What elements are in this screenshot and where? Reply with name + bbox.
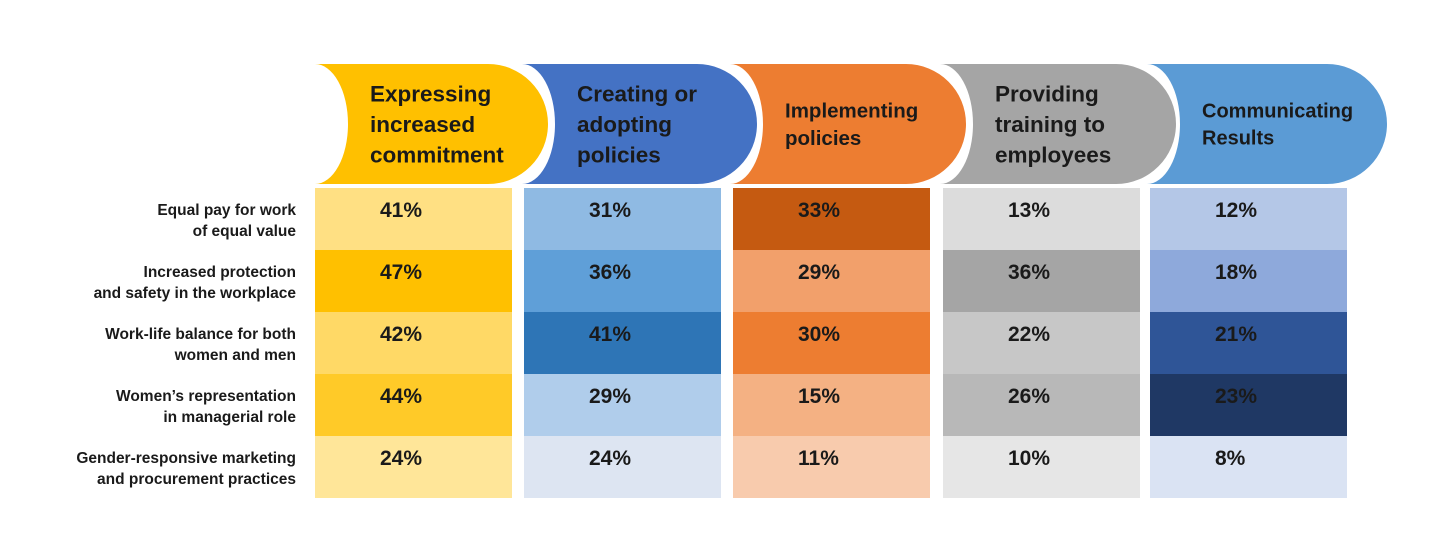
heatmap-cell-r0-c0	[315, 188, 512, 250]
cell-value-r1-c1: 36%	[589, 261, 631, 284]
cell-value-r4-c4: 8%	[1215, 447, 1246, 470]
heatmap-cell-r1-c2	[733, 250, 930, 312]
heatmap-cell-r0-c2	[733, 188, 930, 250]
cell-value-r0-c3: 13%	[1008, 199, 1050, 222]
heatmap-cell-r0-c1	[524, 188, 721, 250]
cell-value-r3-c4: 23%	[1215, 385, 1257, 408]
heatmap-cell-r3-c0	[315, 374, 512, 436]
heatmap-cells: 41% 31% 33% 13% 12% 47% 36% 29% 36% 18% 42% 41% 30% 2…	[315, 188, 1347, 498]
cell-value-r2-c2: 30%	[798, 323, 840, 346]
heatmap-cell-r0-c4	[1150, 188, 1347, 250]
cell-value-r0-c1: 31%	[589, 199, 631, 222]
cell-value-r0-c4: 12%	[1215, 199, 1257, 222]
heatmap-cell-r4-c0	[315, 436, 512, 498]
heatmap-cell-r3-c1	[524, 374, 721, 436]
cell-value-r2-c3: 22%	[1008, 323, 1050, 346]
column-header-label-0: Expressing increased commitment	[370, 82, 504, 168]
heatmap-cell-r3-c3	[943, 374, 1140, 436]
column-header-label-2: Implementing policies	[785, 100, 918, 151]
column-header-shape-3	[940, 64, 1176, 184]
column-header-label-4: Communicating Results	[1202, 101, 1353, 150]
cell-value-r4-c1: 24%	[589, 447, 631, 470]
cell-value-r4-c2: 11%	[798, 447, 839, 470]
column-header-shape-4	[1147, 64, 1387, 184]
heatmap-cell-r2-c1	[524, 312, 721, 374]
row-labels: Equal pay for work of equal value Increase…	[76, 202, 296, 488]
cell-value-r3-c0: 44%	[380, 385, 422, 408]
heatmap-cell-r1-c0	[315, 250, 512, 312]
cell-value-r4-c3: 10%	[1008, 447, 1050, 470]
column-header-shape-2	[730, 64, 966, 184]
column-headers: Expressing increased commitment Creating or…	[315, 64, 1387, 184]
cell-value-r1-c4: 18%	[1215, 261, 1257, 284]
cell-value-r2-c0: 42%	[380, 323, 422, 346]
cell-value-r1-c0: 47%	[380, 261, 422, 284]
heatmap-cell-r2-c4	[1150, 312, 1347, 374]
heatmap-cell-r2-c2	[733, 312, 930, 374]
heatmap-cell-r1-c4	[1150, 250, 1347, 312]
cell-value-r3-c3: 26%	[1008, 385, 1050, 408]
heatmap-cell-r2-c0	[315, 312, 512, 374]
heatmap-cell-r4-c2	[733, 436, 930, 498]
heatmap-cell-r4-c3	[943, 436, 1140, 498]
heatmap-cell-r3-c4	[1150, 374, 1347, 436]
row-label-3: Women’s representation in managerial role	[116, 388, 296, 426]
row-label-1: Increased protection and safety in the wo…	[94, 264, 297, 302]
heatmap-cell-r2-c3	[943, 312, 1140, 374]
heatmap-cell-r4-c4	[1150, 436, 1347, 498]
row-label-4: Gender-responsive marketing and procureme…	[76, 450, 296, 488]
heatmap-cell-r1-c3	[943, 250, 1140, 312]
column-header-shape-1	[522, 64, 757, 184]
cell-value-r1-c3: 36%	[1008, 261, 1050, 284]
column-header-shape-0	[315, 64, 548, 184]
column-header-label-3: Providing training to employees	[995, 82, 1111, 168]
cell-value-r0-c2: 33%	[798, 199, 840, 222]
row-label-2: Work-life balance for both women and men	[105, 326, 296, 364]
cell-value-r2-c4: 21%	[1215, 323, 1257, 346]
cell-value-r4-c0: 24%	[380, 447, 422, 470]
cell-value-r2-c1: 41%	[589, 323, 631, 346]
cell-value-r3-c2: 15%	[798, 385, 840, 408]
heatmap-cell-r4-c1	[524, 436, 721, 498]
cell-value-r1-c2: 29%	[798, 261, 840, 284]
heatmap-cell-r1-c1	[524, 250, 721, 312]
column-header-label-1: Creating or adopting policies	[577, 82, 697, 168]
heatmap-cell-r3-c2	[733, 374, 930, 436]
heatmap-cell-r0-c3	[943, 188, 1140, 250]
cell-value-r0-c0: 41%	[380, 199, 422, 222]
cell-value-r3-c1: 29%	[589, 385, 631, 408]
row-label-0: Equal pay for work of equal value	[157, 202, 296, 240]
